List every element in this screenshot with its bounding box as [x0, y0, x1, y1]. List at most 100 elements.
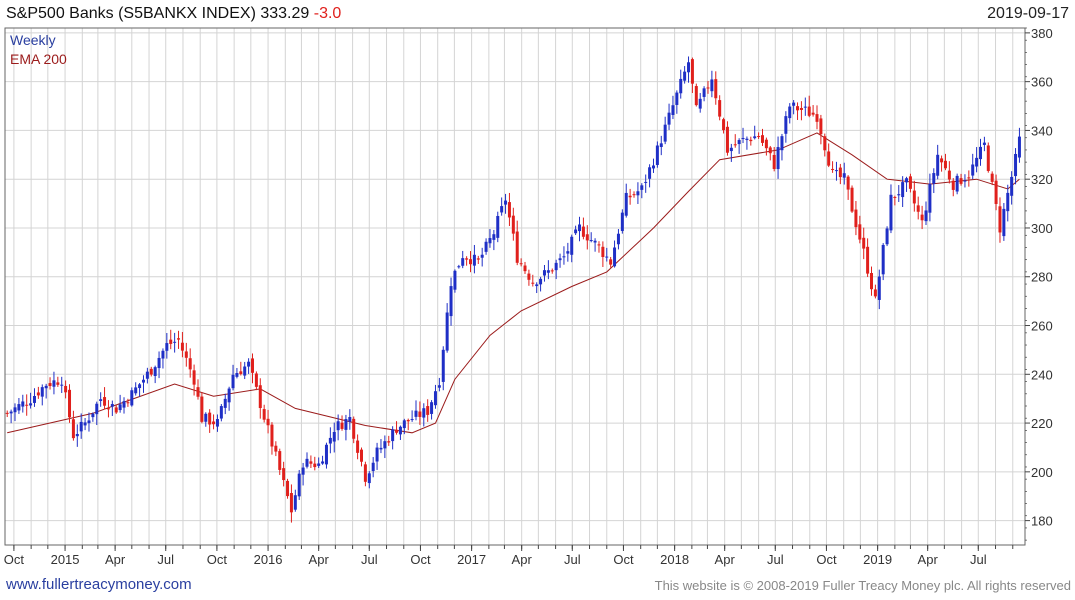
x-tick-label: Jul: [361, 552, 378, 567]
candle-body: [348, 417, 352, 422]
candle-body: [414, 410, 418, 417]
candle-body: [192, 370, 196, 385]
candle-body: [231, 374, 235, 389]
candle-body: [305, 458, 309, 467]
candle-body: [266, 418, 270, 426]
candle-body: [453, 270, 457, 290]
candle-body: [309, 461, 313, 464]
candle-body: [554, 262, 558, 271]
candle-body: [772, 154, 776, 169]
candle-body: [862, 237, 866, 249]
x-tick-label: Apr: [715, 552, 736, 567]
candle-body: [764, 139, 768, 149]
candle-body: [480, 254, 484, 258]
candle-body: [523, 265, 527, 272]
candle-body: [145, 371, 149, 379]
x-tick-label: 2015: [51, 552, 80, 567]
candle-body: [165, 343, 169, 351]
candle-body: [982, 142, 986, 145]
candle-body: [889, 194, 893, 231]
candle-body: [585, 234, 589, 241]
x-tick-label: Oct: [410, 552, 431, 567]
candle-body: [173, 341, 177, 343]
candle-body: [683, 71, 687, 81]
candle-body: [461, 258, 465, 266]
candle-body: [336, 421, 340, 431]
candle-body: [792, 102, 796, 106]
candle-body: [215, 419, 219, 427]
x-tick-label: Apr: [918, 552, 939, 567]
y-tick-label: 300: [1031, 221, 1053, 236]
candle-body: [317, 463, 321, 466]
index-name: S&P500 Banks: [6, 5, 114, 22]
candle-body: [126, 402, 130, 404]
candle-body: [858, 224, 862, 240]
candle-body: [943, 160, 947, 169]
candle-body: [558, 258, 562, 261]
candle-body: [243, 366, 247, 376]
candle-body: [1006, 192, 1010, 212]
candle-body: [515, 231, 519, 263]
candle-body: [410, 419, 414, 421]
candle-body: [406, 419, 410, 422]
candle-body: [753, 136, 757, 139]
candle-body: [908, 176, 912, 189]
candle-body: [204, 413, 208, 422]
candle-body: [624, 192, 628, 216]
candle-body: [141, 379, 145, 383]
candle-body: [760, 135, 764, 143]
candle-body: [219, 406, 223, 419]
candle-body: [655, 145, 659, 165]
candle-body: [484, 241, 488, 252]
plot-frame: [4, 27, 1026, 546]
candle-body: [449, 286, 453, 317]
candle-body: [398, 426, 402, 435]
candle-body: [542, 270, 546, 276]
candle-body: [9, 411, 13, 414]
candle-body: [819, 118, 823, 135]
candle-body: [854, 209, 858, 228]
candle-body: [893, 196, 897, 198]
candle-body: [916, 205, 920, 212]
candle-body: [539, 278, 543, 285]
candle-body: [951, 180, 955, 190]
candle-body: [274, 445, 278, 452]
x-tick-label: Apr: [512, 552, 533, 567]
candle-body: [905, 178, 909, 183]
candle-body: [531, 282, 535, 284]
y-tick-label: 260: [1031, 319, 1053, 334]
x-tick-label: 2016: [254, 552, 283, 567]
y-tick-label: 200: [1031, 465, 1053, 480]
candle-body: [963, 180, 967, 182]
candle-body: [21, 401, 25, 407]
candle-body: [235, 373, 239, 377]
candle-body: [500, 206, 504, 213]
price-chart: 180 200 220 240 260 280 300 320 340 360 380 Oct 201…: [4, 26, 1053, 567]
candle-body: [998, 206, 1002, 233]
candle-body: [869, 273, 873, 290]
candle-body: [780, 136, 784, 151]
candle-body: [803, 106, 807, 108]
y-tick-label: 180: [1031, 514, 1053, 529]
candle-body: [99, 399, 103, 402]
candle-body: [527, 273, 531, 280]
candle-body: [667, 112, 671, 125]
candle-body: [912, 190, 916, 204]
candle-body: [834, 170, 838, 172]
site-link[interactable]: www.fullertreacymoney.com: [6, 576, 192, 593]
candle-body: [885, 228, 889, 245]
candle-body: [184, 351, 188, 358]
index-ticker: (S5BANKX INDEX): [118, 5, 256, 22]
candle-body: [212, 421, 216, 425]
candle-body: [535, 284, 539, 287]
candle-body: [68, 389, 72, 418]
candle-body: [986, 145, 990, 171]
candle-body: [445, 312, 449, 351]
candle-body: [940, 158, 944, 163]
candles-layer: [5, 56, 1021, 523]
candle-body: [823, 136, 827, 151]
candle-body: [659, 143, 663, 148]
candle-body: [838, 167, 842, 178]
candle-body: [13, 407, 17, 413]
candle-body: [881, 244, 885, 275]
